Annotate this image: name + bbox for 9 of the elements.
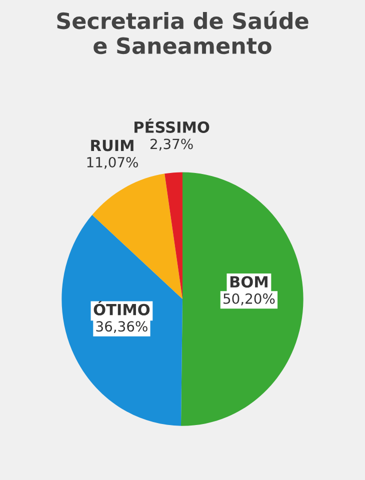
data-label: 2,37% xyxy=(150,138,193,151)
slice-label: BOM xyxy=(230,276,268,288)
data-label: 11,07% xyxy=(87,156,138,169)
slice-label: RUIM xyxy=(91,140,134,152)
slice-label: PÉSSIMO xyxy=(134,118,210,133)
data-label: 36,36% xyxy=(96,321,148,334)
chart-title: Secretaria de Saúde e Saneamento xyxy=(57,11,308,54)
slice-label: ÓTIMO xyxy=(94,301,150,316)
data-label: 50,20% xyxy=(224,293,275,306)
